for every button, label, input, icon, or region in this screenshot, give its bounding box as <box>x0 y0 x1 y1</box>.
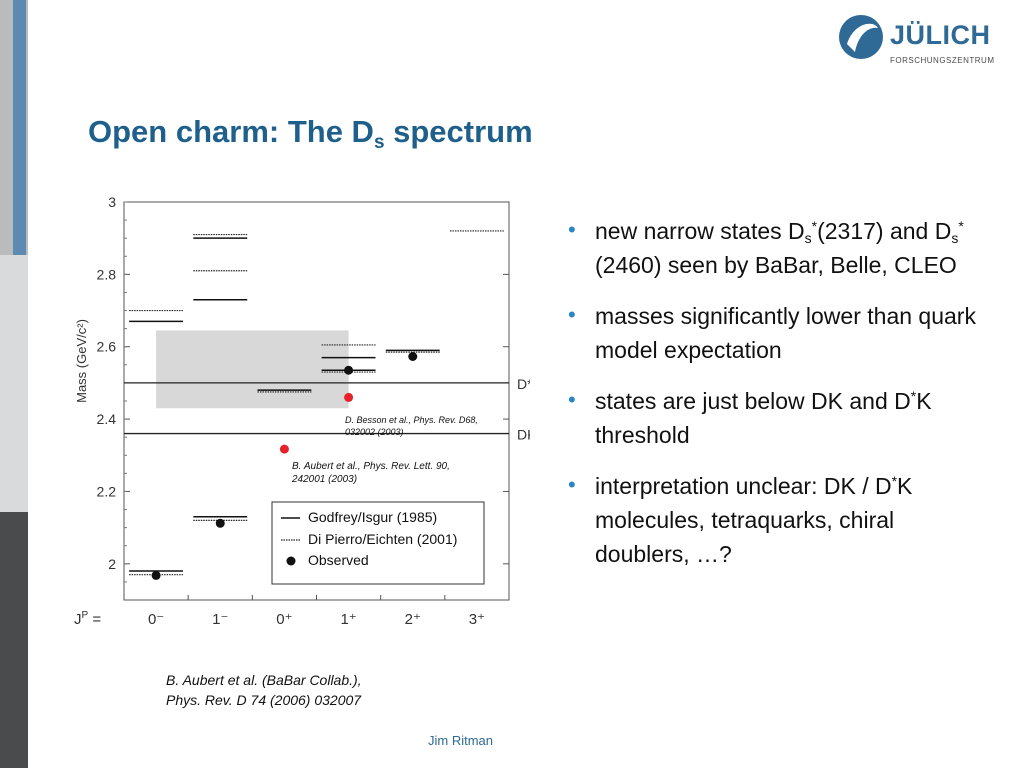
logo-subtitle: FORSCHUNGSZENTRUM <box>890 56 995 65</box>
annotation-aubert-line2: 242001 (2003) <box>291 474 357 485</box>
ds-spectrum-chart: 2 2.2 2.4 2.6 2.8 3 Mass (GeV/c²) 0⁻ 1⁻ 0⁺ 1⁺ 2⁺ 3⁺ J… <box>62 192 543 636</box>
bullet-text: K molecules, tetraquarks, chiral doubler… <box>595 473 913 567</box>
x-tick-label: 0⁻ <box>148 611 164 628</box>
x-tick-label: 0⁺ <box>276 611 292 628</box>
title-prefix: Open charm: The D <box>88 114 374 149</box>
julich-logo: JÜLICH FORSCHUNGSZENTRUM <box>838 14 1008 74</box>
x-tick-label: 1⁻ <box>212 611 228 628</box>
slide-title: Open charm: The Ds spectrum <box>88 114 533 154</box>
bullet-text: * <box>891 473 898 489</box>
bullet-item: masses significantly lower than quark mo… <box>568 298 988 367</box>
observed-point <box>344 365 354 375</box>
legend-swatch-observed <box>286 556 296 566</box>
y-tick-label: 2.6 <box>97 339 117 355</box>
legend-entry: Di Pierro/Eichten (2001) <box>308 531 457 547</box>
bullet-text: masses significantly lower than quark mo… <box>595 303 976 363</box>
reference-line-2: Phys. Rev. D 74 (2006) 032007 <box>166 692 362 708</box>
left-band-stripe <box>13 0 26 255</box>
x-tick-label: 1⁺ <box>340 611 356 628</box>
threshold-label: D*K <box>517 376 530 392</box>
new-state-point <box>279 444 289 454</box>
legend-box <box>271 501 485 585</box>
left-band-bottom <box>0 512 28 768</box>
bullet-text: * <box>910 388 917 404</box>
title-subscript: s <box>373 132 385 153</box>
highlight-box <box>156 330 349 409</box>
source-reference: B. Aubert et al. (BaBar Collab.), Phys. … <box>166 670 362 710</box>
bullet-text: * <box>811 218 818 234</box>
y-tick-label: 3 <box>108 194 116 210</box>
y-tick-label: 2 <box>108 556 116 572</box>
bullet-list: new narrow states Ds*(2317) and Ds*(2460… <box>568 213 988 588</box>
chart-svg: 2 2.2 2.4 2.6 2.8 3 Mass (GeV/c²) 0⁻ 1⁻ 0⁺ 1⁺ 2⁺ 3⁺ J… <box>74 194 543 628</box>
bullet-text: K threshold <box>595 388 932 448</box>
x-axis-label: JP = <box>74 610 101 628</box>
observed-point <box>151 570 161 580</box>
bullet-text: s <box>804 230 812 246</box>
x-tick-label: 2⁺ <box>405 611 421 628</box>
bullet-text: s <box>951 230 959 246</box>
annotation-besson-line2: 032002 (2003) <box>345 427 404 437</box>
annotation-besson-line1: D. Besson et al., Phys. Rev. D68, <box>345 415 478 425</box>
left-band-top <box>0 0 28 255</box>
left-band-middle <box>0 255 28 512</box>
bullet-item: states are just below DK and D*K thresho… <box>568 383 988 452</box>
y-axis-label: Mass (GeV/c²) <box>74 319 89 403</box>
bullet-text: * <box>958 218 964 234</box>
footer-author: Jim Ritman <box>428 733 494 748</box>
y-tick-label: 2.8 <box>97 266 117 282</box>
threshold-label: DK <box>517 427 530 443</box>
julich-logo-icon <box>839 15 883 59</box>
bullet-item: interpretation unclear: DK / D*K molecul… <box>568 468 988 571</box>
logo-wordmark: JÜLICH <box>890 20 991 50</box>
bullet-text: new narrow states D <box>595 218 805 244</box>
y-tick-label: 2.4 <box>97 411 117 427</box>
bullet-text: states are just below DK and D <box>595 388 911 414</box>
bullet-text: interpretation unclear: DK / D <box>595 473 892 499</box>
bullet-text: (2317) and D <box>817 218 952 244</box>
legend-entry: Observed <box>308 552 369 568</box>
observed-point <box>215 518 225 528</box>
legend-entry: Godfrey/Isgur (1985) <box>308 509 437 525</box>
title-suffix: spectrum <box>384 114 533 149</box>
reference-line-1: B. Aubert et al. (BaBar Collab.), <box>166 672 362 688</box>
bullet-text: (2460) seen by BaBar, Belle, CLEO <box>595 252 957 278</box>
y-tick-label: 2.2 <box>97 483 117 499</box>
new-state-point <box>344 392 354 402</box>
annotation-aubert-line1: B. Aubert et al., Phys. Rev. Lett. 90, <box>292 461 450 472</box>
bullet-item: new narrow states Ds*(2317) and Ds*(2460… <box>568 213 988 282</box>
x-tick-label: 3⁺ <box>469 611 485 628</box>
observed-point <box>408 351 418 361</box>
